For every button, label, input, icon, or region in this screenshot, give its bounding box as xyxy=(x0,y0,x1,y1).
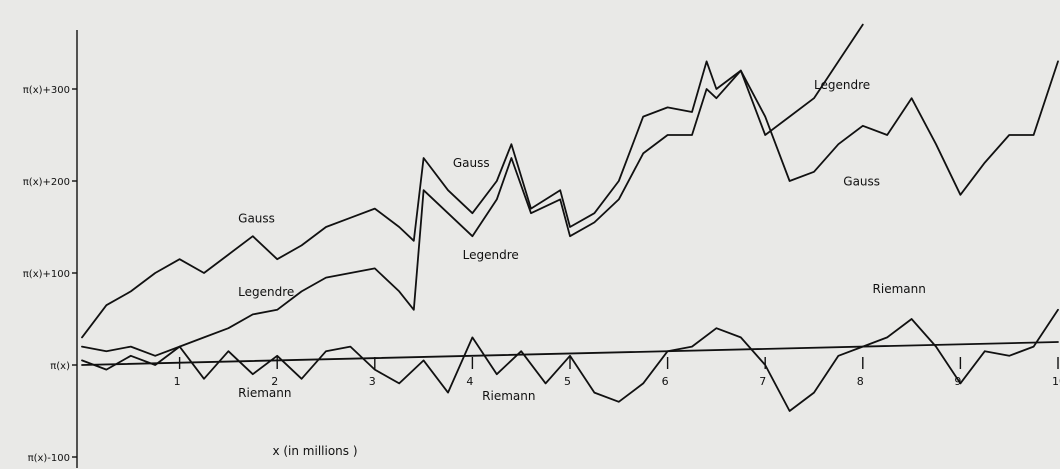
series-legendre-line xyxy=(81,23,864,357)
ticks: π(x)+300 π(x)+200 π(x)+100 π(x) π(x)-100 1 2 3 4… xyxy=(23,85,1060,464)
x-tick-label-5: 5 xyxy=(564,375,571,388)
y-tick-label-0: π(x)+300 xyxy=(23,85,70,96)
y-tick-label-2: π(x)+100 xyxy=(23,269,70,280)
curve-label-legendre-1: Legendre xyxy=(238,285,294,299)
curves xyxy=(81,23,1059,412)
curve-label-riemann-5: Riemann xyxy=(482,389,535,403)
curve-label-legendre-4: Legendre xyxy=(463,248,519,262)
x-tick-label-2: 2 xyxy=(271,375,278,388)
x-tick-label-3: 3 xyxy=(369,375,376,388)
curve-label-riemann-8: Riemann xyxy=(873,282,926,296)
x-tick-label-10: 10 xyxy=(1052,375,1060,388)
curve-label-gauss-7: Gauss xyxy=(843,175,880,189)
series-gauss-line xyxy=(81,60,1059,339)
curve-label-legendre-6: Legendre xyxy=(814,78,870,92)
curve-label-gauss-0: Gauss xyxy=(238,211,275,225)
curve-label-gauss-3: Gauss xyxy=(453,156,490,170)
x-tick-label-9: 9 xyxy=(954,375,961,388)
x-axis-label: x (in millions ) xyxy=(272,444,357,458)
x-tick-label-6: 6 xyxy=(662,375,669,388)
x-tick-label-1: 1 xyxy=(174,375,181,388)
series-riemann-line xyxy=(81,308,1059,412)
y-tick-label-3: π(x) xyxy=(50,361,70,372)
x-tick-label-8: 8 xyxy=(857,375,864,388)
y-tick-label-4: π(x)-100 xyxy=(28,453,70,464)
x-tick-label-7: 7 xyxy=(759,375,766,388)
x-tick-label-4: 4 xyxy=(466,375,473,388)
y-tick-label-1: π(x)+200 xyxy=(23,177,70,188)
labels: Gauss Legendre Riemann Gauss Legendre Riemann… xyxy=(238,78,926,403)
curve-label-riemann-2: Riemann xyxy=(238,386,291,400)
baseline-line xyxy=(81,341,1059,366)
